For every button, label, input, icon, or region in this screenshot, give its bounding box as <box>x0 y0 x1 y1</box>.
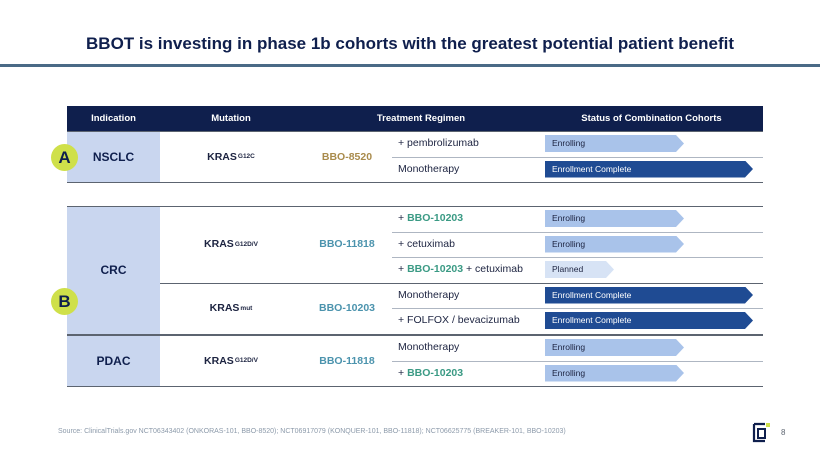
row-divider <box>392 231 763 233</box>
title-divider <box>0 64 820 67</box>
group-bottom-border <box>67 333 763 335</box>
page-number: 8 <box>781 428 786 437</box>
regimen-drug: BBO-10203 <box>407 263 464 275</box>
regimen-cell: + BBO-10203 + cetuximab <box>398 257 523 282</box>
regimen-cell: Monotherapy <box>398 335 459 360</box>
regimen-text: Monotherapy <box>398 341 460 353</box>
drug-name: BBO-11818 <box>319 354 375 367</box>
group-bottom-border <box>67 182 763 183</box>
mutation-gene: KRAS <box>207 150 237 163</box>
regimen-text: + <box>398 263 408 275</box>
status-tag-complete: Enrollment Complete <box>545 287 753 304</box>
status-tag-complete: Enrollment Complete <box>545 312 753 329</box>
indication-cell: PDAC <box>67 335 160 386</box>
regimen-text: + <box>398 366 408 379</box>
row-divider <box>392 308 763 309</box>
header-treatment-regimen: Treatment Regimen <box>376 113 466 124</box>
regimen-text: + <box>398 212 408 224</box>
row-divider <box>392 257 763 258</box>
regimen-drug: BBO-10203 <box>407 366 464 379</box>
regimen-text: + pembrolizumab <box>398 137 479 149</box>
header-status: Status of Combination Cohorts <box>581 113 722 124</box>
status-tag-enrolling: Enrolling <box>545 135 684 152</box>
regimen-text-suffix: + cetuximab <box>463 263 523 275</box>
regimen-cell: Monotherapy <box>398 283 459 308</box>
status-tag-enrolling: Enrolling <box>545 210 684 227</box>
group-top-border <box>67 131 763 132</box>
status-tag-enrolling: Enrolling <box>545 365 684 382</box>
status-tag-enrolling: Enrolling <box>545 236 684 253</box>
row-divider <box>392 360 763 362</box>
header-mutation: Mutation <box>211 113 251 124</box>
regimen-text: + cetuximab <box>398 237 455 250</box>
mutation-gene: KRAS <box>204 354 234 367</box>
regimen-drug: BBO-10203 <box>407 212 464 224</box>
mutation-variant: G12C <box>237 153 255 160</box>
status-tag-enrolling: Enrolling <box>545 339 684 356</box>
group-top-border <box>67 335 763 336</box>
drug-name: BBO-11818 <box>319 238 375 251</box>
mutation-cell: KRAS mut <box>160 283 302 334</box>
block-separator <box>160 282 763 284</box>
company-logo <box>752 422 771 443</box>
regimen-text: + FOLFOX / bevacizumab <box>398 314 520 326</box>
row-divider <box>392 156 763 158</box>
indication-label: NSCLC <box>92 149 135 164</box>
regimen-text: Monotherapy <box>398 162 460 175</box>
regimen-cell: + cetuximab <box>398 232 455 257</box>
mutation-gene: KRAS <box>204 238 234 251</box>
cohort-badge: B <box>51 288 78 315</box>
indication-label: CRC <box>100 262 127 277</box>
regimen-cell: + BBO-10203 <box>398 206 463 231</box>
mutation-variant: mut <box>240 304 253 312</box>
status-tag-planned: Planned <box>545 261 614 278</box>
mutation-cell: KRAS G12D/V <box>160 206 302 283</box>
regimen-cell: + BBO-10203 <box>398 361 463 386</box>
mutation-cell: KRAS G12D/V <box>160 335 302 386</box>
drug-name: BBO-8520 <box>321 150 373 163</box>
mutation-gene: KRAS <box>209 302 240 314</box>
mutation-cell: KRAS G12C <box>160 131 302 182</box>
source-note: Source: ClinicalTrials.gov NCT06343402 (… <box>58 428 566 435</box>
regimen-cell: + FOLFOX / bevacizumab <box>398 308 520 333</box>
group-bottom-border <box>67 386 763 387</box>
indication-cell: CRC <box>67 206 160 334</box>
status-tag-complete: Enrollment Complete <box>545 161 753 178</box>
indication-label: PDAC <box>96 353 131 368</box>
regimen-cell: Monotherapy <box>398 157 459 182</box>
header-indication: Indication <box>91 113 136 124</box>
drug-name: BBO-10203 <box>318 302 376 314</box>
mutation-variant: G12D/V <box>234 240 258 248</box>
group-top-border <box>67 206 763 207</box>
mutation-variant: G12D/V <box>234 357 258 364</box>
indication-cell: NSCLC <box>67 131 160 182</box>
slide-title: BBOT is investing in phase 1b cohorts wi… <box>86 34 734 53</box>
regimen-cell: + pembrolizumab <box>398 131 479 156</box>
regimen-text: Monotherapy <box>398 288 460 301</box>
cohort-badge: A <box>51 144 78 171</box>
table-header: Indication Mutation Treatment Regimen St… <box>67 106 763 131</box>
